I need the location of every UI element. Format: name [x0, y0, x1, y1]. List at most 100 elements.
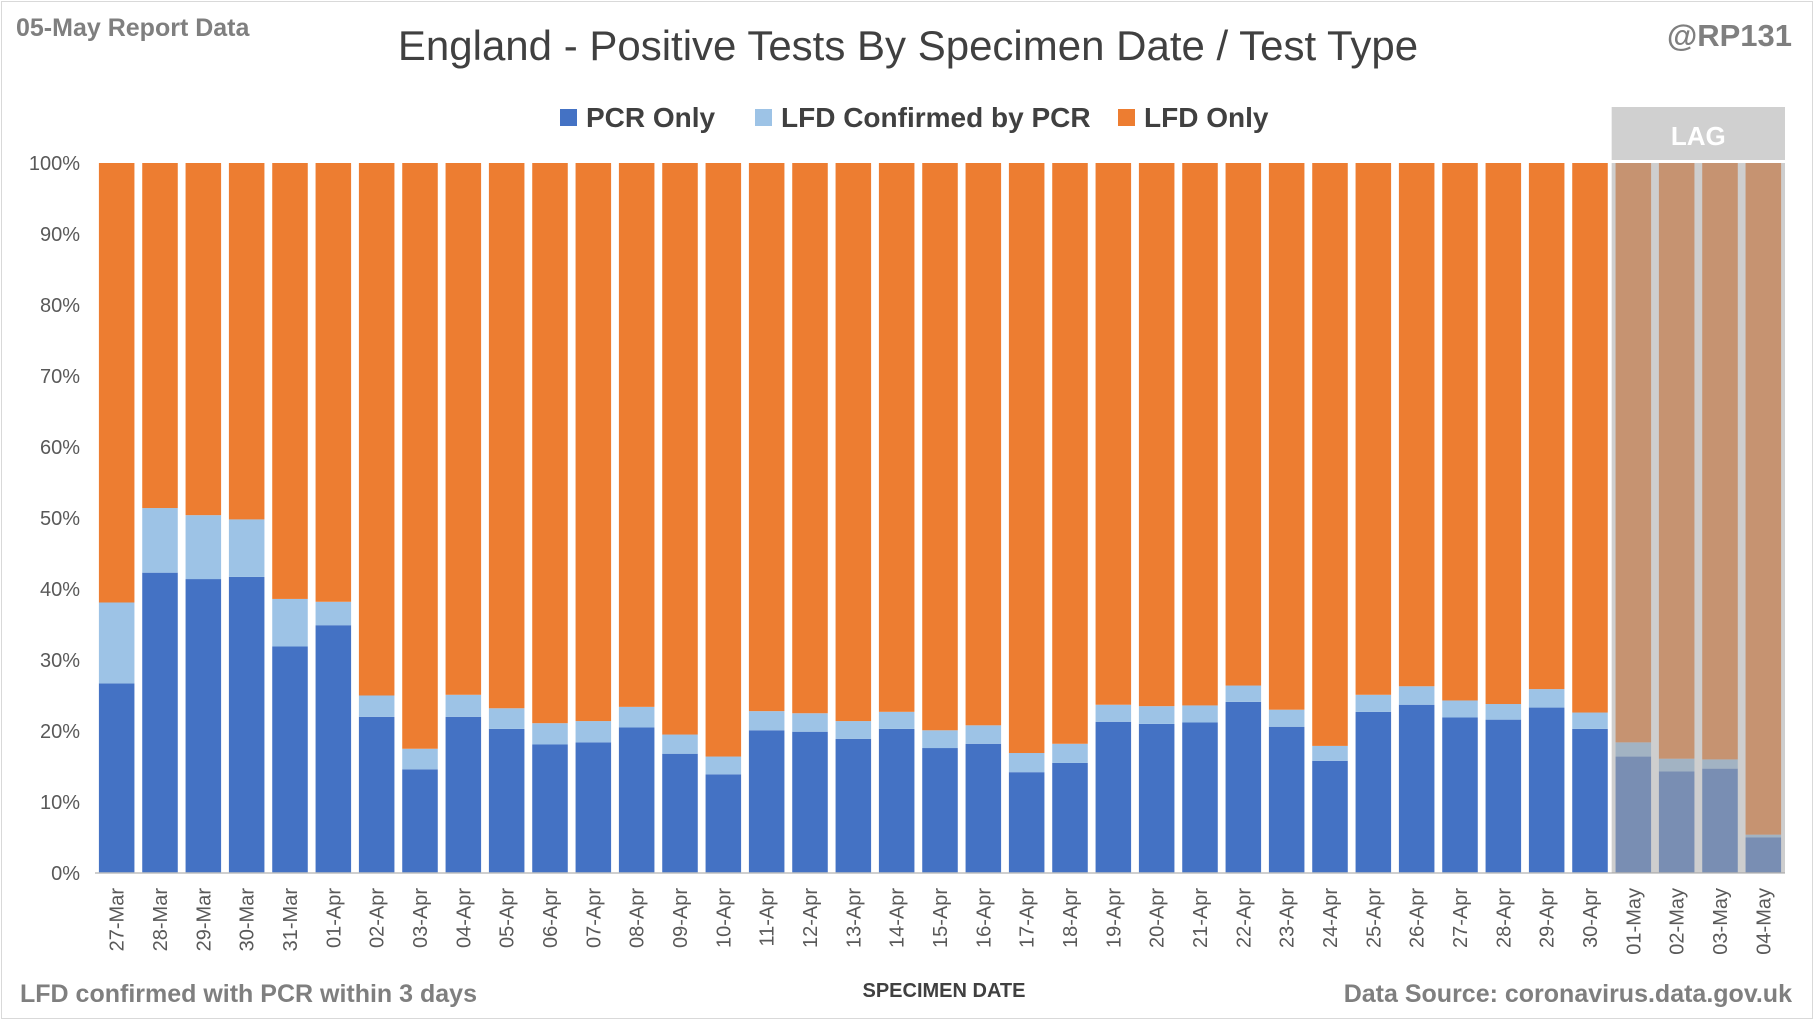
- bar-segment: [358, 163, 395, 696]
- legend-swatch: [755, 109, 772, 126]
- bar-segment: [618, 163, 655, 707]
- y-tick-label: 10%: [40, 792, 80, 814]
- bar-segment: [1138, 706, 1175, 724]
- x-tick-label: 12-Apr: [800, 888, 822, 948]
- bar-segment: [402, 769, 438, 873]
- bar-segment: [1095, 704, 1132, 722]
- x-tick-label: 11-Apr: [757, 888, 779, 947]
- bar-segment: [1182, 705, 1218, 723]
- bar-segment: [532, 163, 568, 724]
- bar-segment: [1225, 685, 1262, 702]
- bar-segment: [835, 163, 872, 722]
- bar-segment: [1182, 163, 1218, 706]
- x-tick-label: 01-Apr: [323, 888, 345, 948]
- bar-segment: [618, 706, 655, 728]
- bar-segment: [1138, 163, 1175, 707]
- bar-segment: [705, 163, 742, 757]
- x-tick-label: 03-Apr: [410, 888, 432, 948]
- bar-segment: [705, 774, 742, 873]
- lag-header: [1611, 107, 1785, 160]
- bar-segment: [1485, 163, 1522, 705]
- report-date-label: 05-May Report Data: [16, 14, 250, 42]
- bar-segment: [748, 163, 785, 712]
- bar-segment: [1528, 707, 1565, 873]
- x-tick-label: 29-Mar: [193, 888, 215, 952]
- footnote: LFD confirmed with PCR within 3 days: [20, 980, 477, 1008]
- bar-segment: [98, 683, 135, 873]
- y-tick-label: 50%: [40, 508, 80, 530]
- chart-title: England - Positive Tests By Specimen Dat…: [397, 22, 1419, 69]
- x-tick-label: 08-Apr: [627, 888, 649, 948]
- bar-segment: [272, 598, 308, 647]
- y-tick-label: 90%: [40, 224, 80, 246]
- bar-segment: [575, 721, 612, 743]
- legend-swatch: [560, 109, 577, 126]
- bar-segment: [1312, 760, 1348, 873]
- bar-segment: [748, 711, 785, 731]
- bar-segment: [445, 716, 482, 873]
- bar-segment: [922, 730, 958, 749]
- bar-segment: [1398, 163, 1435, 687]
- bar-segment: [445, 694, 482, 717]
- bar-segment: [1355, 711, 1392, 873]
- bar-segment: [965, 163, 1002, 726]
- y-tick-label: 30%: [40, 650, 80, 672]
- bar-segment: [618, 727, 655, 873]
- x-tick-label: 04-Apr: [453, 888, 475, 948]
- x-tick-label: 24-Apr: [1320, 888, 1342, 948]
- bar-segment: [228, 519, 265, 577]
- x-tick-label: 23-Apr: [1277, 888, 1299, 948]
- lag-label: LAG: [1671, 121, 1726, 151]
- bar-segment: [488, 163, 525, 709]
- bar-segment: [228, 576, 265, 873]
- bar-segment: [835, 738, 872, 873]
- bar-segment: [1008, 753, 1045, 773]
- x-tick-label: 15-Apr: [930, 888, 952, 948]
- legend-label: LFD Confirmed by PCR: [781, 102, 1091, 133]
- bar-segment: [445, 163, 482, 695]
- bar-segment: [1008, 772, 1045, 873]
- bar-segment: [922, 748, 958, 873]
- bar-segment: [1398, 704, 1435, 873]
- bar-segment: [922, 163, 958, 731]
- x-tick-label: 06-Apr: [540, 888, 562, 948]
- y-tick-label: 80%: [40, 295, 80, 317]
- x-tick-label: 16-Apr: [973, 888, 995, 948]
- x-tick-label: 31-Mar: [280, 888, 302, 952]
- bar-segment: [575, 742, 612, 873]
- bar-segment: [1268, 709, 1305, 727]
- bar-segment: [1572, 163, 1608, 713]
- legend-label: LFD Only: [1144, 102, 1269, 133]
- y-tick-label: 20%: [40, 721, 80, 743]
- bar-segment: [358, 695, 395, 717]
- bar-segment: [315, 625, 352, 873]
- y-tick-label: 60%: [40, 437, 80, 459]
- x-tick-label: 19-Apr: [1103, 888, 1125, 948]
- bar-segment: [402, 748, 438, 770]
- bar-segment: [878, 711, 915, 729]
- x-tick-label: 02-May: [1667, 888, 1689, 955]
- bar-segment: [1268, 163, 1305, 710]
- bar-segment: [662, 734, 698, 754]
- bar-segment: [1052, 743, 1088, 763]
- x-tick-label: 01-May: [1623, 888, 1645, 955]
- bar-segment: [185, 163, 222, 516]
- bar-segment: [1268, 726, 1305, 873]
- bar-segment: [965, 743, 1002, 873]
- x-tick-label: 21-Apr: [1190, 888, 1212, 948]
- bar-segment: [1442, 717, 1478, 873]
- bar-segment: [575, 163, 612, 722]
- bar-segment: [835, 721, 872, 739]
- x-tick-label: 05-Apr: [497, 888, 519, 948]
- bar-segment: [1052, 163, 1088, 744]
- x-tick-label: 30-Apr: [1580, 888, 1602, 948]
- bar-segment: [272, 646, 308, 873]
- bar-segment: [1182, 722, 1218, 873]
- x-tick-label: 10-Apr: [713, 888, 735, 948]
- bar-segment: [1485, 719, 1522, 873]
- x-tick-label: 20-Apr: [1147, 888, 1169, 948]
- x-tick-label: 17-Apr: [1017, 888, 1039, 948]
- bar-segment: [185, 515, 222, 580]
- bar-segment: [1312, 745, 1348, 761]
- bar-segment: [878, 728, 915, 873]
